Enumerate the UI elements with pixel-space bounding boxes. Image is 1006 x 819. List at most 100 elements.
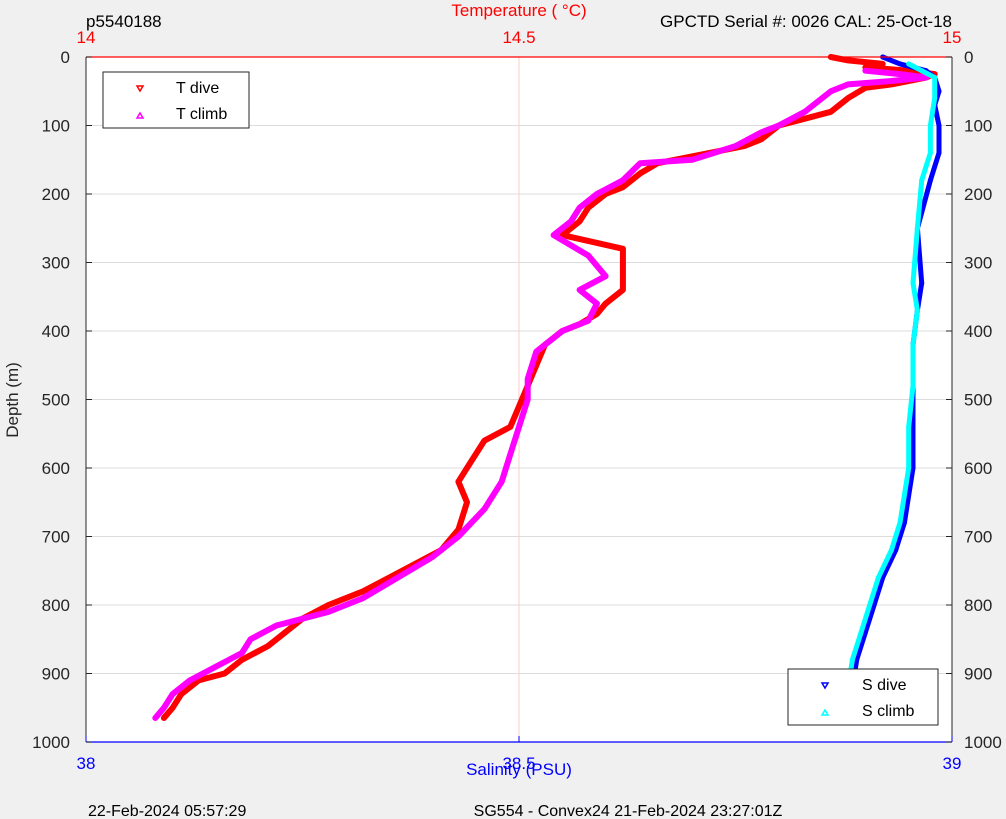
point-t-climb-14 bbox=[577, 205, 583, 211]
point-t-dive-17 bbox=[637, 170, 643, 176]
legend-s-climb-label: S climb bbox=[862, 703, 915, 720]
point-t-climb-29 bbox=[481, 506, 487, 512]
point-s-climb-6 bbox=[919, 177, 925, 183]
point-t-climb-4 bbox=[845, 81, 851, 87]
point-s-climb-1 bbox=[919, 68, 925, 74]
footer-left: 22-Feb-2024 05:57:29 bbox=[88, 803, 246, 819]
y-tick-right-500: 500 bbox=[964, 391, 992, 410]
point-t-dive-23 bbox=[620, 246, 626, 252]
point-s-climb-0 bbox=[906, 61, 912, 67]
point-t-dive-38 bbox=[464, 499, 470, 505]
point-t-climb-3 bbox=[888, 78, 894, 84]
point-s-climb-19 bbox=[849, 657, 855, 663]
point-s-climb-4 bbox=[927, 123, 933, 128]
y-tick-right-600: 600 bbox=[964, 459, 992, 478]
point-s-climb-8 bbox=[910, 280, 916, 286]
point-t-dive-52 bbox=[170, 705, 176, 711]
point-t-climb-5 bbox=[828, 88, 834, 94]
y-tick-left-200: 200 bbox=[42, 185, 70, 204]
y-tick-right-400: 400 bbox=[964, 322, 992, 341]
point-t-dive-18 bbox=[620, 184, 626, 190]
y-tick-left-500: 500 bbox=[42, 391, 70, 410]
point-s-climb-12 bbox=[906, 424, 912, 430]
point-t-dive-48 bbox=[239, 657, 245, 663]
point-s-climb-7 bbox=[914, 225, 920, 231]
point-t-climb-38 bbox=[213, 664, 219, 670]
point-t-dive-2 bbox=[880, 61, 886, 67]
y-tick-right-1000: 1000 bbox=[964, 733, 1002, 752]
footer-center: SG554 - Convex24 21-Feb-2024 23:27:01Z bbox=[474, 803, 783, 819]
series-t-dive bbox=[160, 54, 938, 721]
point-t-climb-41 bbox=[161, 705, 167, 711]
y-tick-right-100: 100 bbox=[964, 117, 992, 136]
point-t-climb-11 bbox=[637, 160, 643, 166]
point-s-dive-20 bbox=[862, 629, 868, 635]
legend-temperature: T dive T climb bbox=[102, 71, 250, 129]
point-t-climb-18 bbox=[603, 273, 609, 279]
point-t-dive-21 bbox=[577, 218, 583, 224]
point-t-climb-21 bbox=[585, 318, 591, 324]
header-left: p5540188 bbox=[86, 12, 162, 31]
y-tick-left-0: 0 bbox=[61, 48, 70, 67]
point-s-dive-17 bbox=[893, 547, 899, 553]
point-t-climb-40 bbox=[170, 691, 176, 697]
point-t-climb-37 bbox=[239, 650, 245, 656]
point-t-dive-33 bbox=[516, 403, 522, 409]
sal-tick-39: 39 bbox=[943, 754, 962, 773]
point-t-climb-20 bbox=[594, 301, 600, 307]
point-t-dive-49 bbox=[222, 671, 228, 676]
temp-tick-14.5: 14.5 bbox=[502, 28, 535, 47]
legend-t-climb-marker bbox=[135, 111, 145, 119]
legend-s-dive-marker bbox=[820, 682, 830, 690]
point-s-dive-19 bbox=[871, 602, 877, 608]
point-t-climb-39 bbox=[187, 677, 193, 683]
point-t-climb-1 bbox=[897, 71, 903, 77]
point-t-dive-53 bbox=[161, 715, 167, 721]
y-tick-left-700: 700 bbox=[42, 528, 70, 547]
point-t-climb-28 bbox=[499, 479, 505, 485]
y-tick-left-900: 900 bbox=[42, 665, 70, 684]
point-t-climb-32 bbox=[395, 575, 401, 581]
y-tick-left-400: 400 bbox=[42, 322, 70, 341]
point-s-dive-8 bbox=[927, 177, 933, 183]
point-t-climb-10 bbox=[689, 157, 695, 163]
point-t-dive-9 bbox=[845, 95, 851, 101]
y-tick-left-800: 800 bbox=[42, 596, 70, 615]
point-s-dive-14 bbox=[910, 424, 916, 430]
top-axis-title: Temperature ( °C) bbox=[451, 1, 586, 20]
legend-t-dive-label: T dive bbox=[176, 80, 219, 97]
point-t-dive-37 bbox=[455, 479, 461, 485]
y-ticks: 0 0 100 100 200 200 300 300 400 400 500 500 600 600 70… bbox=[32, 48, 1002, 752]
y-tick-right-200: 200 bbox=[964, 185, 992, 204]
point-t-climb-17 bbox=[585, 253, 591, 259]
point-t-climb-6 bbox=[802, 109, 808, 115]
point-s-climb-18 bbox=[858, 629, 864, 635]
point-s-dive-15 bbox=[910, 465, 916, 471]
bottom-axis-title: Salinity (PSU) bbox=[466, 760, 572, 779]
point-t-dive-35 bbox=[481, 438, 487, 444]
y-axis-title: Depth (m) bbox=[3, 362, 22, 438]
point-t-dive-34 bbox=[507, 424, 513, 430]
point-s-climb-10 bbox=[910, 342, 916, 348]
y-tick-right-0: 0 bbox=[964, 48, 973, 67]
point-s-climb-5 bbox=[927, 150, 933, 156]
y-tick-left-600: 600 bbox=[42, 459, 70, 478]
legend-temperature-box bbox=[102, 71, 250, 129]
point-s-climb-9 bbox=[914, 307, 920, 313]
point-t-dive-10 bbox=[828, 109, 834, 115]
point-s-dive-10 bbox=[919, 280, 925, 286]
point-t-dive-36 bbox=[464, 465, 470, 471]
point-t-dive-20 bbox=[585, 205, 591, 211]
temp-tick-15: 15 bbox=[943, 28, 962, 47]
y-tick-left-100: 100 bbox=[42, 117, 70, 136]
point-s-climb-2 bbox=[932, 75, 938, 80]
y-tick-left-300: 300 bbox=[42, 254, 70, 273]
point-t-climb-33 bbox=[360, 595, 366, 601]
sal-tick-38.5: 38.5 bbox=[502, 754, 535, 773]
point-t-dive-43 bbox=[360, 588, 366, 594]
point-t-climb-23 bbox=[533, 349, 539, 355]
point-t-climb-24 bbox=[525, 376, 531, 382]
point-t-dive-47 bbox=[265, 643, 271, 649]
point-t-climb-35 bbox=[274, 623, 279, 628]
